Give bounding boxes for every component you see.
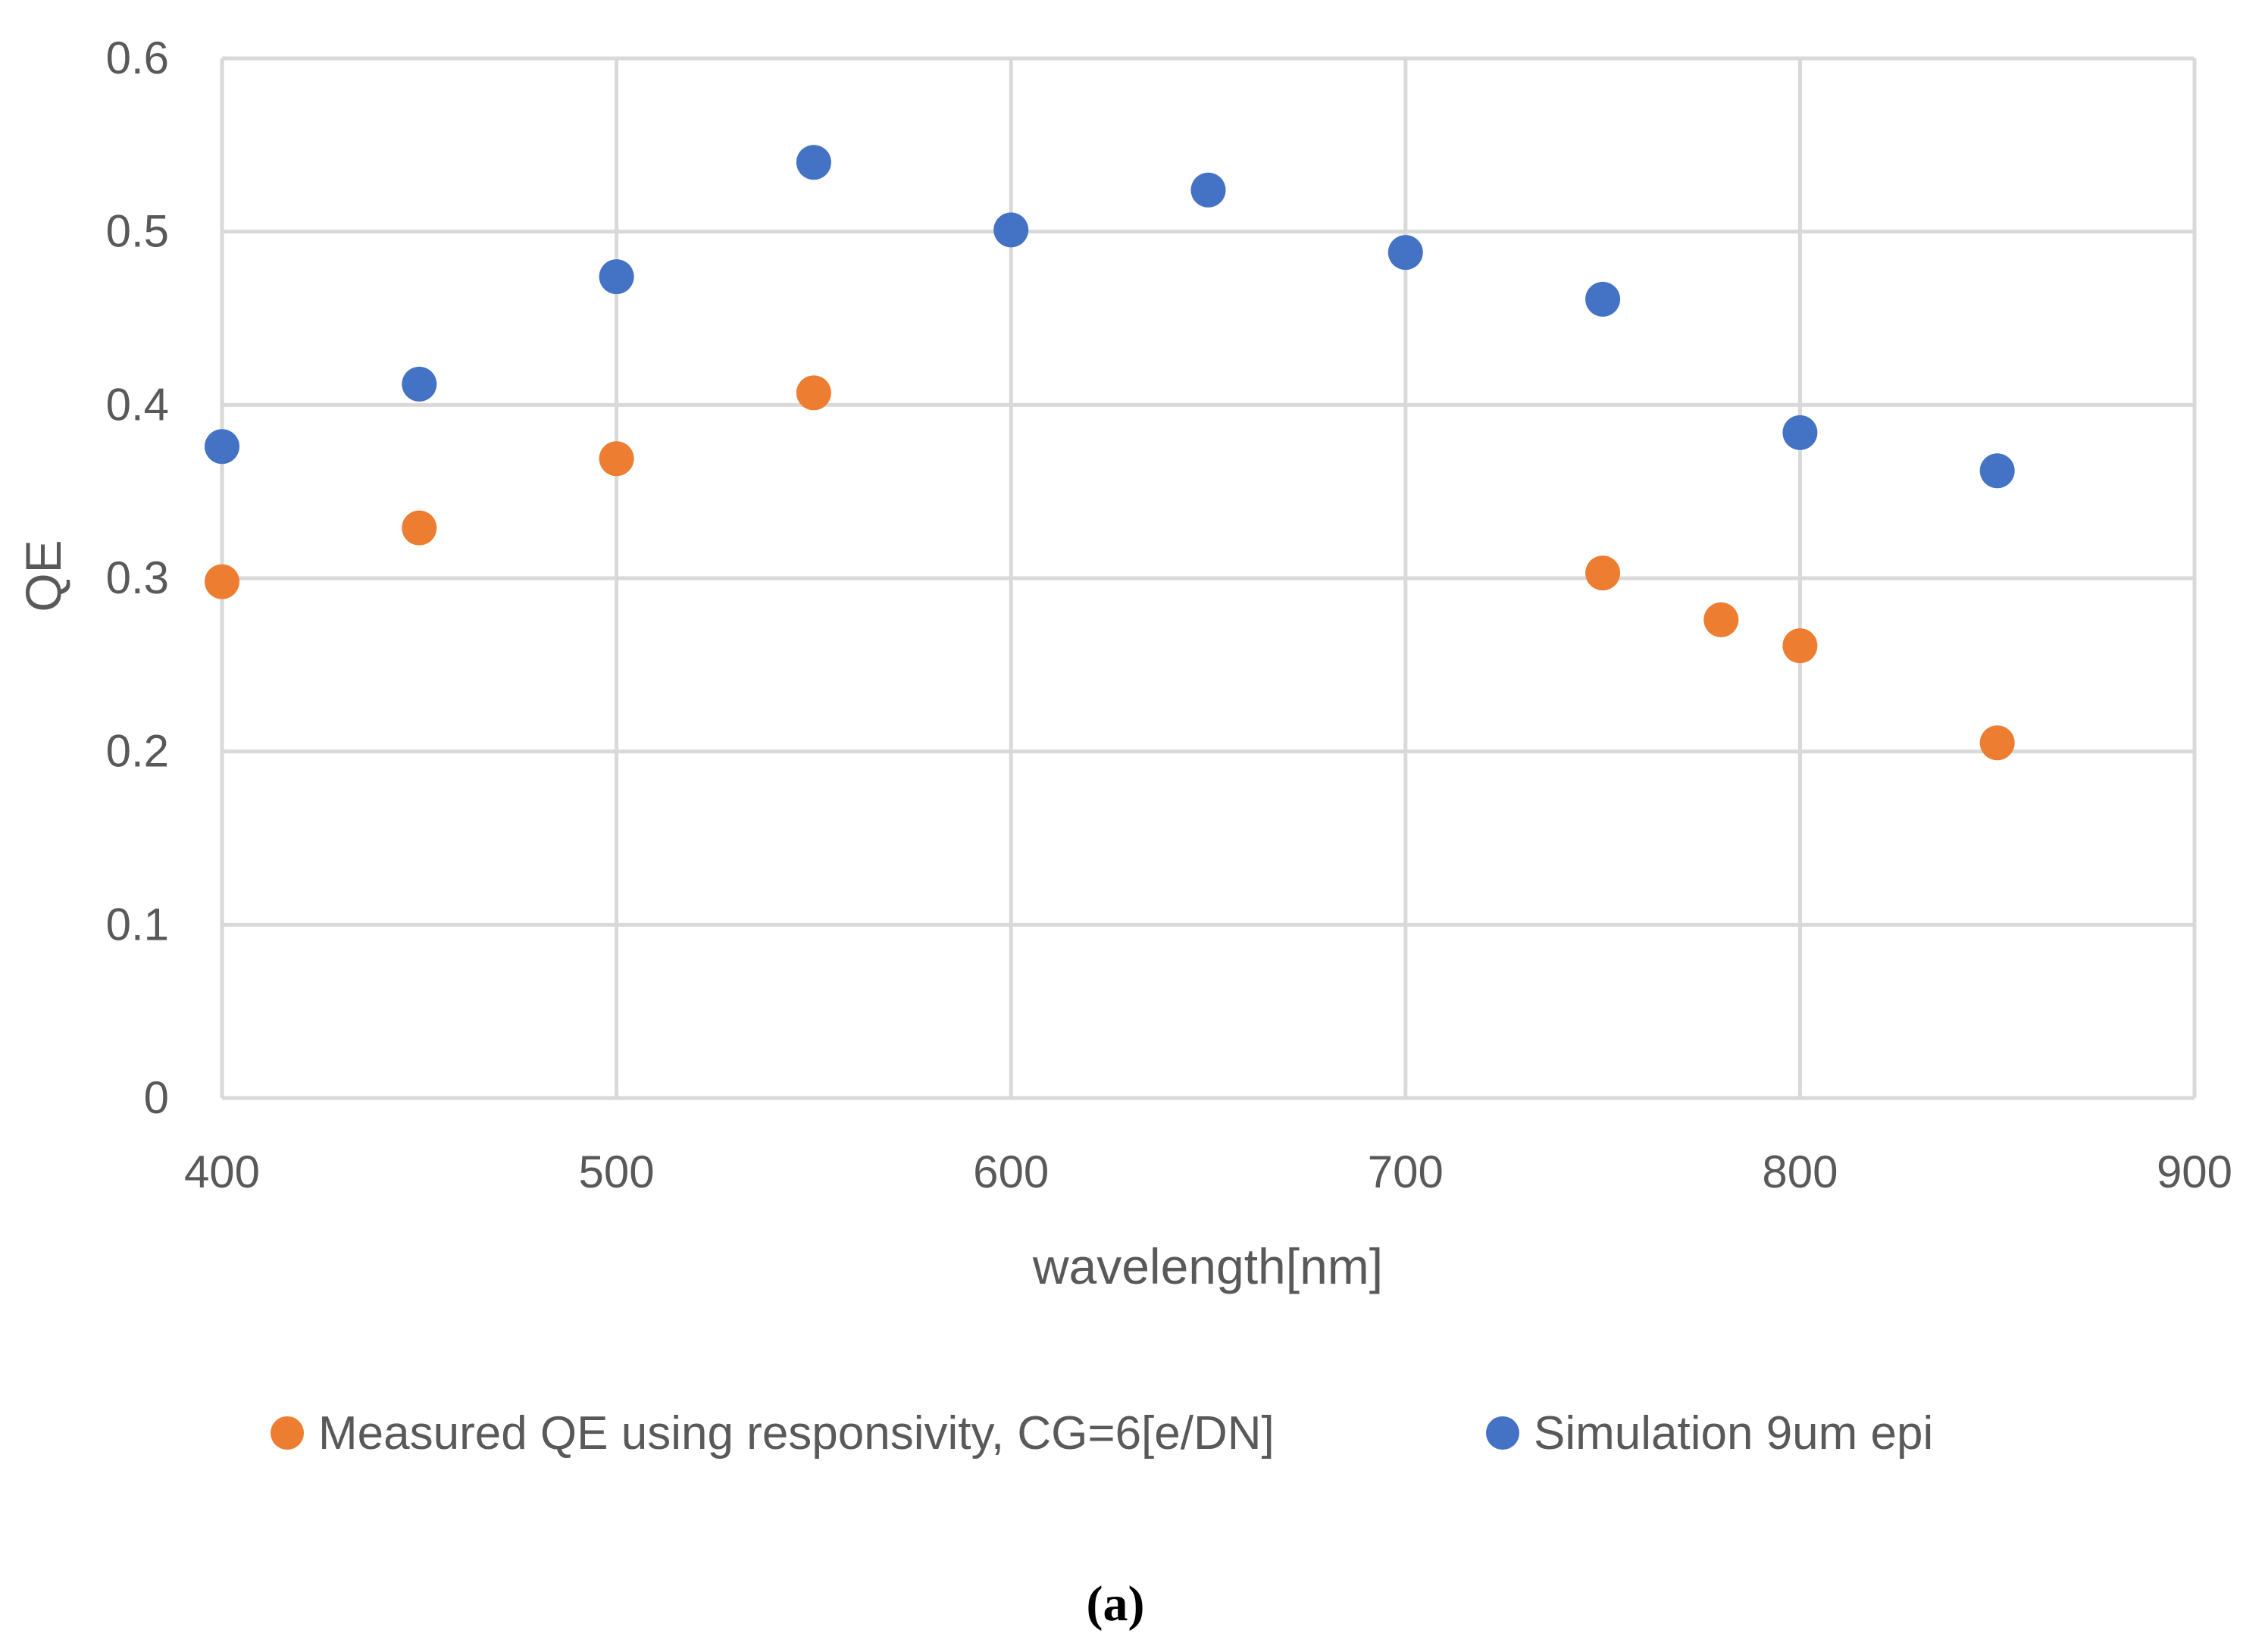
x-tick-label: 600 [973,1147,1049,1197]
measured-qe-point [205,564,239,599]
simulation-point [1585,281,1621,317]
data-point-layer [205,145,2015,761]
y-tick-label: 0 [144,1072,169,1123]
x-axis-title: wavelength[nm] [1032,1238,1383,1294]
y-tick-label: 0.6 [106,33,169,83]
simulation-point [993,212,1029,248]
tick-label-layer: 0 0.1 0.2 0.3 0.4 0.5 0.6 400 500 600 700 800 900 [106,33,2232,1197]
measured-qe-point [402,510,437,546]
simulation-point [599,259,634,295]
measured-qe-point [1585,555,1621,591]
simulation-point [1782,415,1818,450]
measured-qe-point [796,375,831,411]
grid-layer [220,56,2197,1100]
y-tick-label: 0.2 [106,726,169,777]
x-tick-label: 800 [1762,1147,1838,1197]
simulation-point [1979,453,2015,489]
measured-qe-point [1979,725,2015,761]
simulation-point [1387,235,1423,271]
x-tick-label: 700 [1368,1147,1444,1197]
measured-qe-point [599,441,634,477]
y-axis-title: QE [15,540,71,612]
x-tick-label: 900 [2157,1147,2232,1197]
simulation-point [205,429,239,465]
simulation-point [402,366,437,402]
measured-qe-point [1782,628,1818,664]
legend-marker [271,1416,304,1450]
y-tick-label: 0.4 [106,379,169,430]
legend-label: Measured QE using responsivity, CG=6[e/D… [318,1407,1275,1460]
measured-qe-point [1703,602,1739,637]
legend: Measured QE using responsivity, CG=6[e/D… [271,1407,1933,1460]
simulation-point [796,145,831,180]
legend-label: Simulation 9um epi [1534,1407,1933,1460]
x-tick-label: 400 [184,1147,260,1197]
y-tick-label: 0.5 [106,206,169,257]
simulation-point [1190,172,1226,208]
y-tick-label: 0.1 [106,899,169,950]
y-tick-label: 0.3 [106,552,169,603]
x-tick-label: 500 [579,1147,655,1197]
figure-caption: (a) [1087,1576,1145,1632]
legend-marker [1486,1416,1519,1450]
